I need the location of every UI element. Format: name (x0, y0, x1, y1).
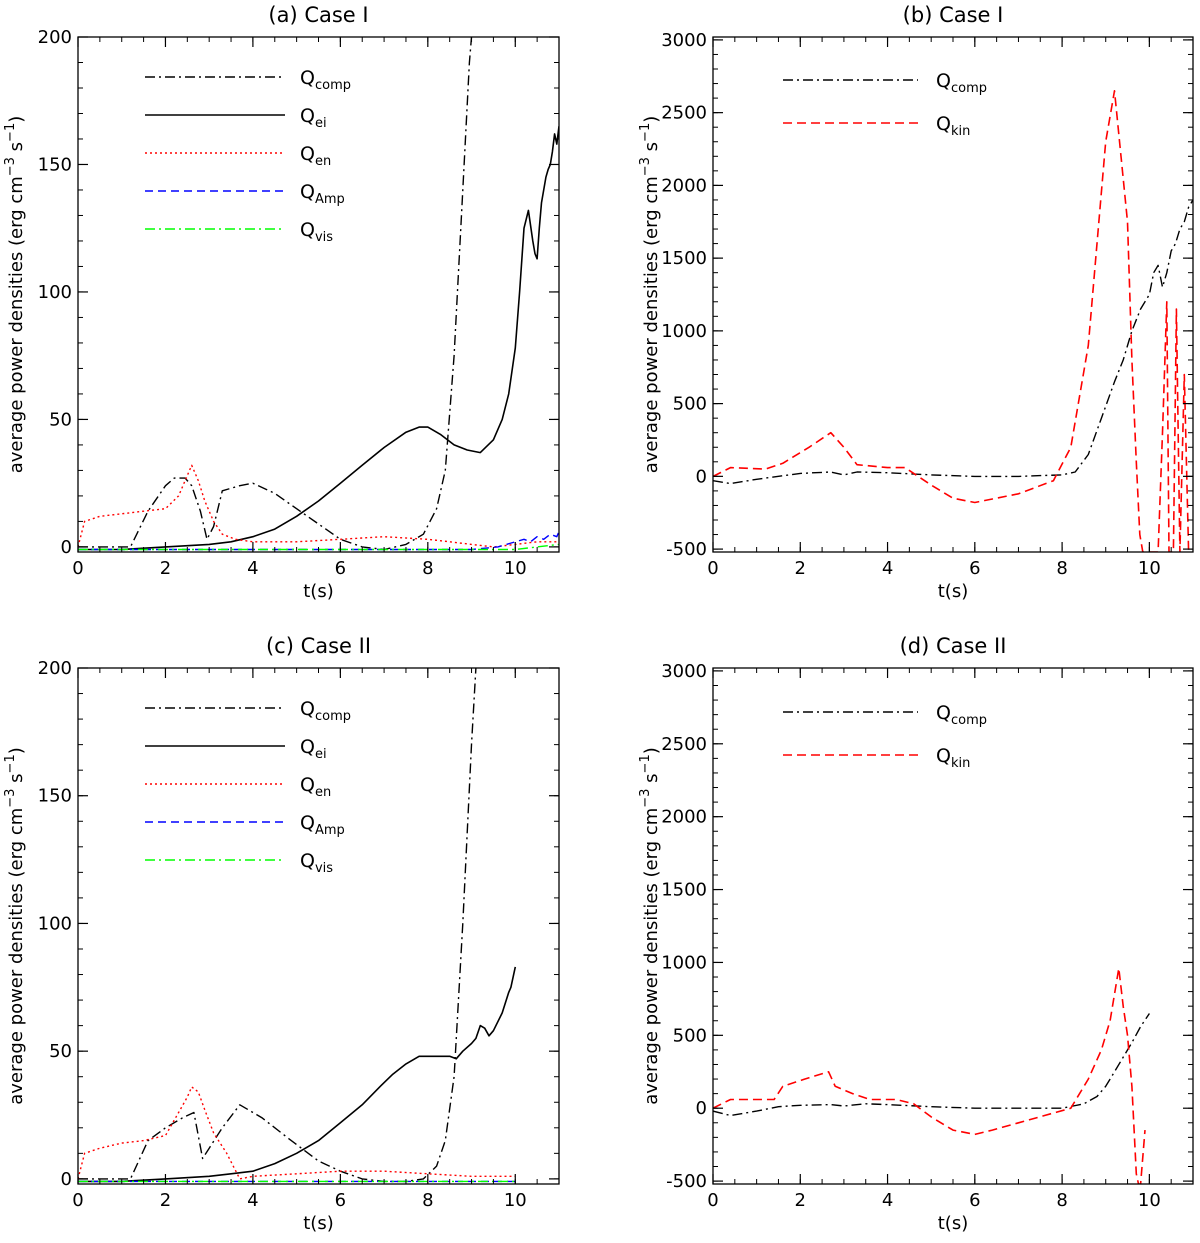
series-line-ei (78, 966, 517, 1183)
series-line-en (78, 1086, 516, 1180)
x-tick-label: 4 (882, 1190, 893, 1211)
legend-label-amp: QAmp (300, 812, 345, 838)
x-tick-label: 4 (882, 558, 893, 579)
x-tick-label: 4 (247, 558, 258, 579)
series-line-comp (713, 1013, 1150, 1117)
y-tick-label: 2000 (661, 175, 707, 196)
y-tick-label: 2000 (661, 807, 707, 828)
series-line-comp (713, 199, 1193, 485)
legend-label-ei: Qei (300, 736, 327, 762)
series-line-ei (78, 126, 559, 551)
series-line-comp (78, 37, 473, 551)
y-tick-label: 1500 (661, 248, 707, 269)
series-line-kin (713, 967, 1146, 1184)
legend: Qcomp Qkin (783, 70, 987, 139)
y-tick-label: 100 (38, 282, 72, 303)
x-axis-label: t(s) (938, 1213, 968, 1234)
panel-title: (b) Case I (903, 3, 1004, 27)
x-tick-label: 0 (707, 1190, 718, 1211)
x-tick-label: 8 (1056, 558, 1067, 579)
y-tick-label: 500 (673, 394, 707, 415)
series-line-amp (78, 531, 559, 551)
y-tick-label: 200 (38, 27, 72, 48)
legend-label-amp: QAmp (300, 181, 345, 207)
y-tick-label: 100 (38, 913, 72, 934)
y-axis-label: average power densities (erg cm−3 s−1) (3, 116, 27, 474)
x-tick-label: 6 (969, 1190, 980, 1211)
legend-label-comp: Qcomp (936, 70, 987, 96)
x-tick-label: 0 (707, 558, 718, 579)
x-tick-label: 10 (1138, 558, 1161, 579)
y-axis-label: average power densities (erg cm−3 s−1) (638, 747, 662, 1105)
legend-label-kin: Qkin (936, 113, 970, 139)
x-tick-label: 6 (969, 558, 980, 579)
legend-label-en: Qen (300, 143, 331, 169)
y-tick-label: 2500 (661, 103, 707, 124)
y-axis-label: average power densities (erg cm−3 s−1) (638, 116, 662, 474)
x-tick-label: 8 (422, 1190, 433, 1211)
x-tick-label: 8 (422, 558, 433, 579)
x-tick-label: 2 (160, 1190, 171, 1211)
y-tick-label: 150 (38, 786, 72, 807)
series-line-comp (78, 668, 477, 1183)
x-tick-label: 6 (335, 1190, 346, 1211)
y-tick-label: -500 (666, 539, 707, 560)
y-tick-label: 1000 (661, 952, 707, 973)
y-tick-label: 3000 (661, 30, 707, 51)
x-tick-label: 2 (795, 1190, 806, 1211)
x-tick-label: 6 (335, 558, 346, 579)
x-axis-label: t(s) (303, 581, 333, 602)
x-tick-label: 8 (1056, 1190, 1067, 1211)
x-axis-label: t(s) (938, 581, 968, 602)
y-tick-label: 0 (696, 466, 707, 487)
series-line-en (78, 464, 559, 548)
x-tick-label: 0 (72, 558, 83, 579)
y-tick-label: 0 (696, 1098, 707, 1119)
legend-label-kin: Qkin (936, 745, 970, 771)
legend-label-comp: Qcomp (936, 702, 987, 728)
legend-label-ei: Qei (300, 105, 327, 131)
x-tick-label: 10 (1138, 1190, 1161, 1211)
legend: Qcomp Qkin (783, 702, 987, 771)
series-line-kin (713, 90, 1190, 552)
y-tick-label: 150 (38, 154, 72, 175)
legend-label-en: Qen (300, 774, 331, 800)
y-tick-label: 2500 (661, 734, 707, 755)
x-tick-label: 4 (247, 1190, 258, 1211)
x-tick-label: 2 (795, 558, 806, 579)
legend-label-vis: Qvis (300, 219, 333, 245)
x-tick-label: 10 (504, 1190, 527, 1211)
y-tick-label: 1500 (661, 880, 707, 901)
y-tick-label: 0 (61, 1169, 72, 1190)
legend-label-comp: Qcomp (300, 698, 351, 724)
legend-label-vis: Qvis (300, 850, 333, 876)
x-tick-label: 2 (160, 558, 171, 579)
legend: Qcomp Qei Qen QAmp Qvis (145, 67, 351, 245)
panel-title: (d) Case II (900, 634, 1007, 658)
x-tick-label: 10 (504, 558, 527, 579)
y-tick-label: 0 (61, 537, 72, 558)
y-tick-label: 1000 (661, 321, 707, 342)
legend-label-comp: Qcomp (300, 67, 351, 93)
x-axis-label: t(s) (303, 1213, 333, 1234)
y-tick-label: 3000 (661, 661, 707, 682)
y-axis-label: average power densities (erg cm−3 s−1) (3, 747, 27, 1105)
panel-title: (c) Case II (266, 634, 371, 658)
plot-frame (712, 36, 1194, 553)
y-tick-label: 500 (673, 1025, 707, 1046)
plot-frame (712, 667, 1194, 1185)
y-tick-label: 50 (49, 1041, 72, 1062)
y-tick-label: -500 (666, 1171, 707, 1192)
x-tick-label: 0 (72, 1190, 83, 1211)
panel-title: (a) Case I (268, 3, 368, 27)
y-tick-label: 50 (49, 409, 72, 430)
legend: Qcomp Qei Qen QAmp Qvis (145, 698, 351, 876)
y-tick-label: 200 (38, 658, 72, 679)
